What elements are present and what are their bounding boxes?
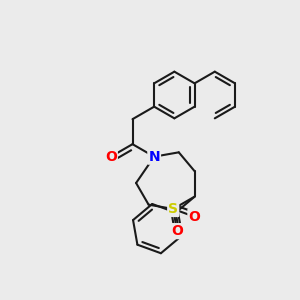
Text: N: N bbox=[148, 150, 160, 164]
Text: S: S bbox=[168, 202, 178, 216]
Text: O: O bbox=[171, 224, 183, 238]
Text: O: O bbox=[105, 150, 117, 164]
Text: O: O bbox=[188, 210, 200, 224]
